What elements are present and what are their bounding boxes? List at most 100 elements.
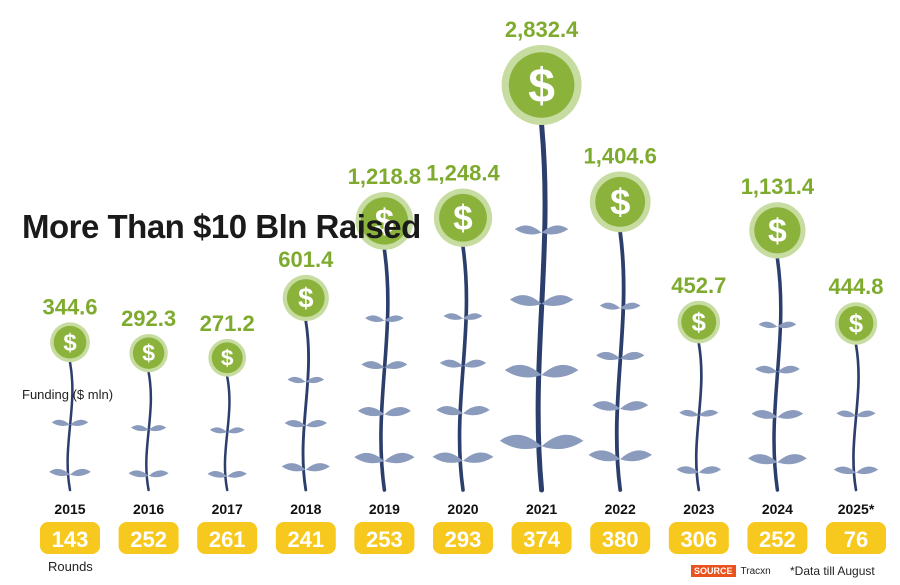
dollar-icon: $ (692, 309, 706, 337)
leaf (305, 376, 325, 384)
leaf (747, 454, 778, 465)
stem (223, 375, 231, 492)
stem (66, 360, 74, 492)
leaf (443, 313, 463, 320)
leaf (856, 410, 876, 418)
year-label: 2019 (369, 501, 400, 517)
leaf (148, 425, 167, 432)
rounds-badge (590, 522, 651, 554)
value-label: 1,131.4 (741, 174, 815, 199)
source-tag: SOURCE (691, 565, 736, 577)
value-label: 444.8 (828, 274, 883, 299)
leaf (365, 315, 385, 322)
leaf (679, 409, 699, 417)
leaf (227, 427, 245, 434)
leaf (439, 359, 463, 368)
leaf (777, 454, 807, 465)
dollar-icon: $ (221, 346, 234, 371)
year-label: 2021 (526, 501, 557, 517)
coin (53, 325, 87, 359)
leaf (384, 452, 415, 464)
year-label: 2024 (762, 501, 793, 517)
leaf (128, 470, 149, 478)
leaf (777, 365, 800, 374)
leaf (281, 463, 306, 472)
stem (772, 256, 783, 492)
stem (535, 122, 548, 493)
leaf (463, 359, 487, 368)
rounds-value: 241 (287, 527, 324, 552)
leaf (148, 470, 169, 478)
leaf (70, 468, 91, 477)
leaf (836, 410, 856, 418)
leaf (620, 351, 645, 361)
rounds-badge (118, 522, 179, 554)
year-label: 2016 (133, 501, 164, 517)
value-label: 292.3 (121, 306, 176, 331)
chart-title: More Than $10 Bln Raised (22, 208, 421, 245)
leaf (541, 434, 584, 450)
dollar-icon: $ (142, 340, 155, 366)
rounds-value: 261 (209, 527, 246, 552)
year-label: 2023 (683, 501, 714, 517)
dollar-icon: $ (849, 310, 863, 338)
stem (457, 245, 469, 492)
leaf (620, 450, 652, 462)
leaf (70, 419, 89, 427)
leaf (354, 452, 385, 464)
leaf (463, 452, 494, 463)
coin (595, 176, 646, 227)
leaf (698, 409, 719, 417)
coin (132, 337, 165, 369)
year-label: 2025* (838, 501, 875, 517)
leaf (777, 321, 797, 329)
leaf (384, 407, 411, 417)
leaf (51, 419, 70, 427)
year-label: 2017 (212, 501, 243, 517)
rounds-value: 143 (52, 527, 89, 552)
dollar-icon: $ (298, 283, 313, 314)
value-label: 601.4 (278, 247, 334, 272)
leaf (676, 466, 699, 474)
stem (852, 343, 860, 492)
dollar-icon: $ (768, 212, 787, 250)
value-label: 1,404.6 (583, 143, 656, 168)
value-label: 2,832.4 (505, 17, 579, 42)
rounds-value: 76 (844, 527, 868, 552)
year-label: 2022 (605, 501, 636, 517)
rounds-label: Rounds (48, 559, 93, 574)
rounds-value: 293 (445, 527, 482, 552)
year-label: 2018 (290, 501, 321, 517)
dollar-icon: $ (453, 199, 472, 238)
dollar-icon: $ (610, 182, 630, 223)
leaf (541, 295, 574, 307)
leaf (856, 466, 879, 475)
leaf (227, 470, 247, 478)
value-label: 1,248.4 (426, 161, 500, 186)
rounds-value: 252 (130, 527, 167, 552)
leaf (432, 452, 463, 463)
stem (614, 230, 626, 492)
leaf (504, 364, 542, 378)
coin (838, 306, 874, 341)
leaf (357, 407, 385, 417)
rounds-value: 253 (366, 527, 403, 552)
footnote: *Data till August (790, 564, 875, 578)
leaf (49, 468, 70, 477)
leaf (284, 419, 306, 428)
rounds-badge (433, 522, 493, 554)
rounds-value: 306 (680, 527, 717, 552)
leaf (209, 427, 228, 434)
leaf (599, 302, 621, 310)
coin (286, 279, 325, 317)
rounds-badge (747, 522, 808, 554)
leaf (130, 425, 149, 432)
source-name: Tracxn (740, 566, 771, 577)
funding-axis-label: Funding ($ mln) (22, 387, 114, 402)
value-label: 452.7 (671, 273, 726, 298)
leaf (509, 295, 542, 307)
rounds-value: 380 (602, 527, 639, 552)
leaf (777, 409, 804, 419)
